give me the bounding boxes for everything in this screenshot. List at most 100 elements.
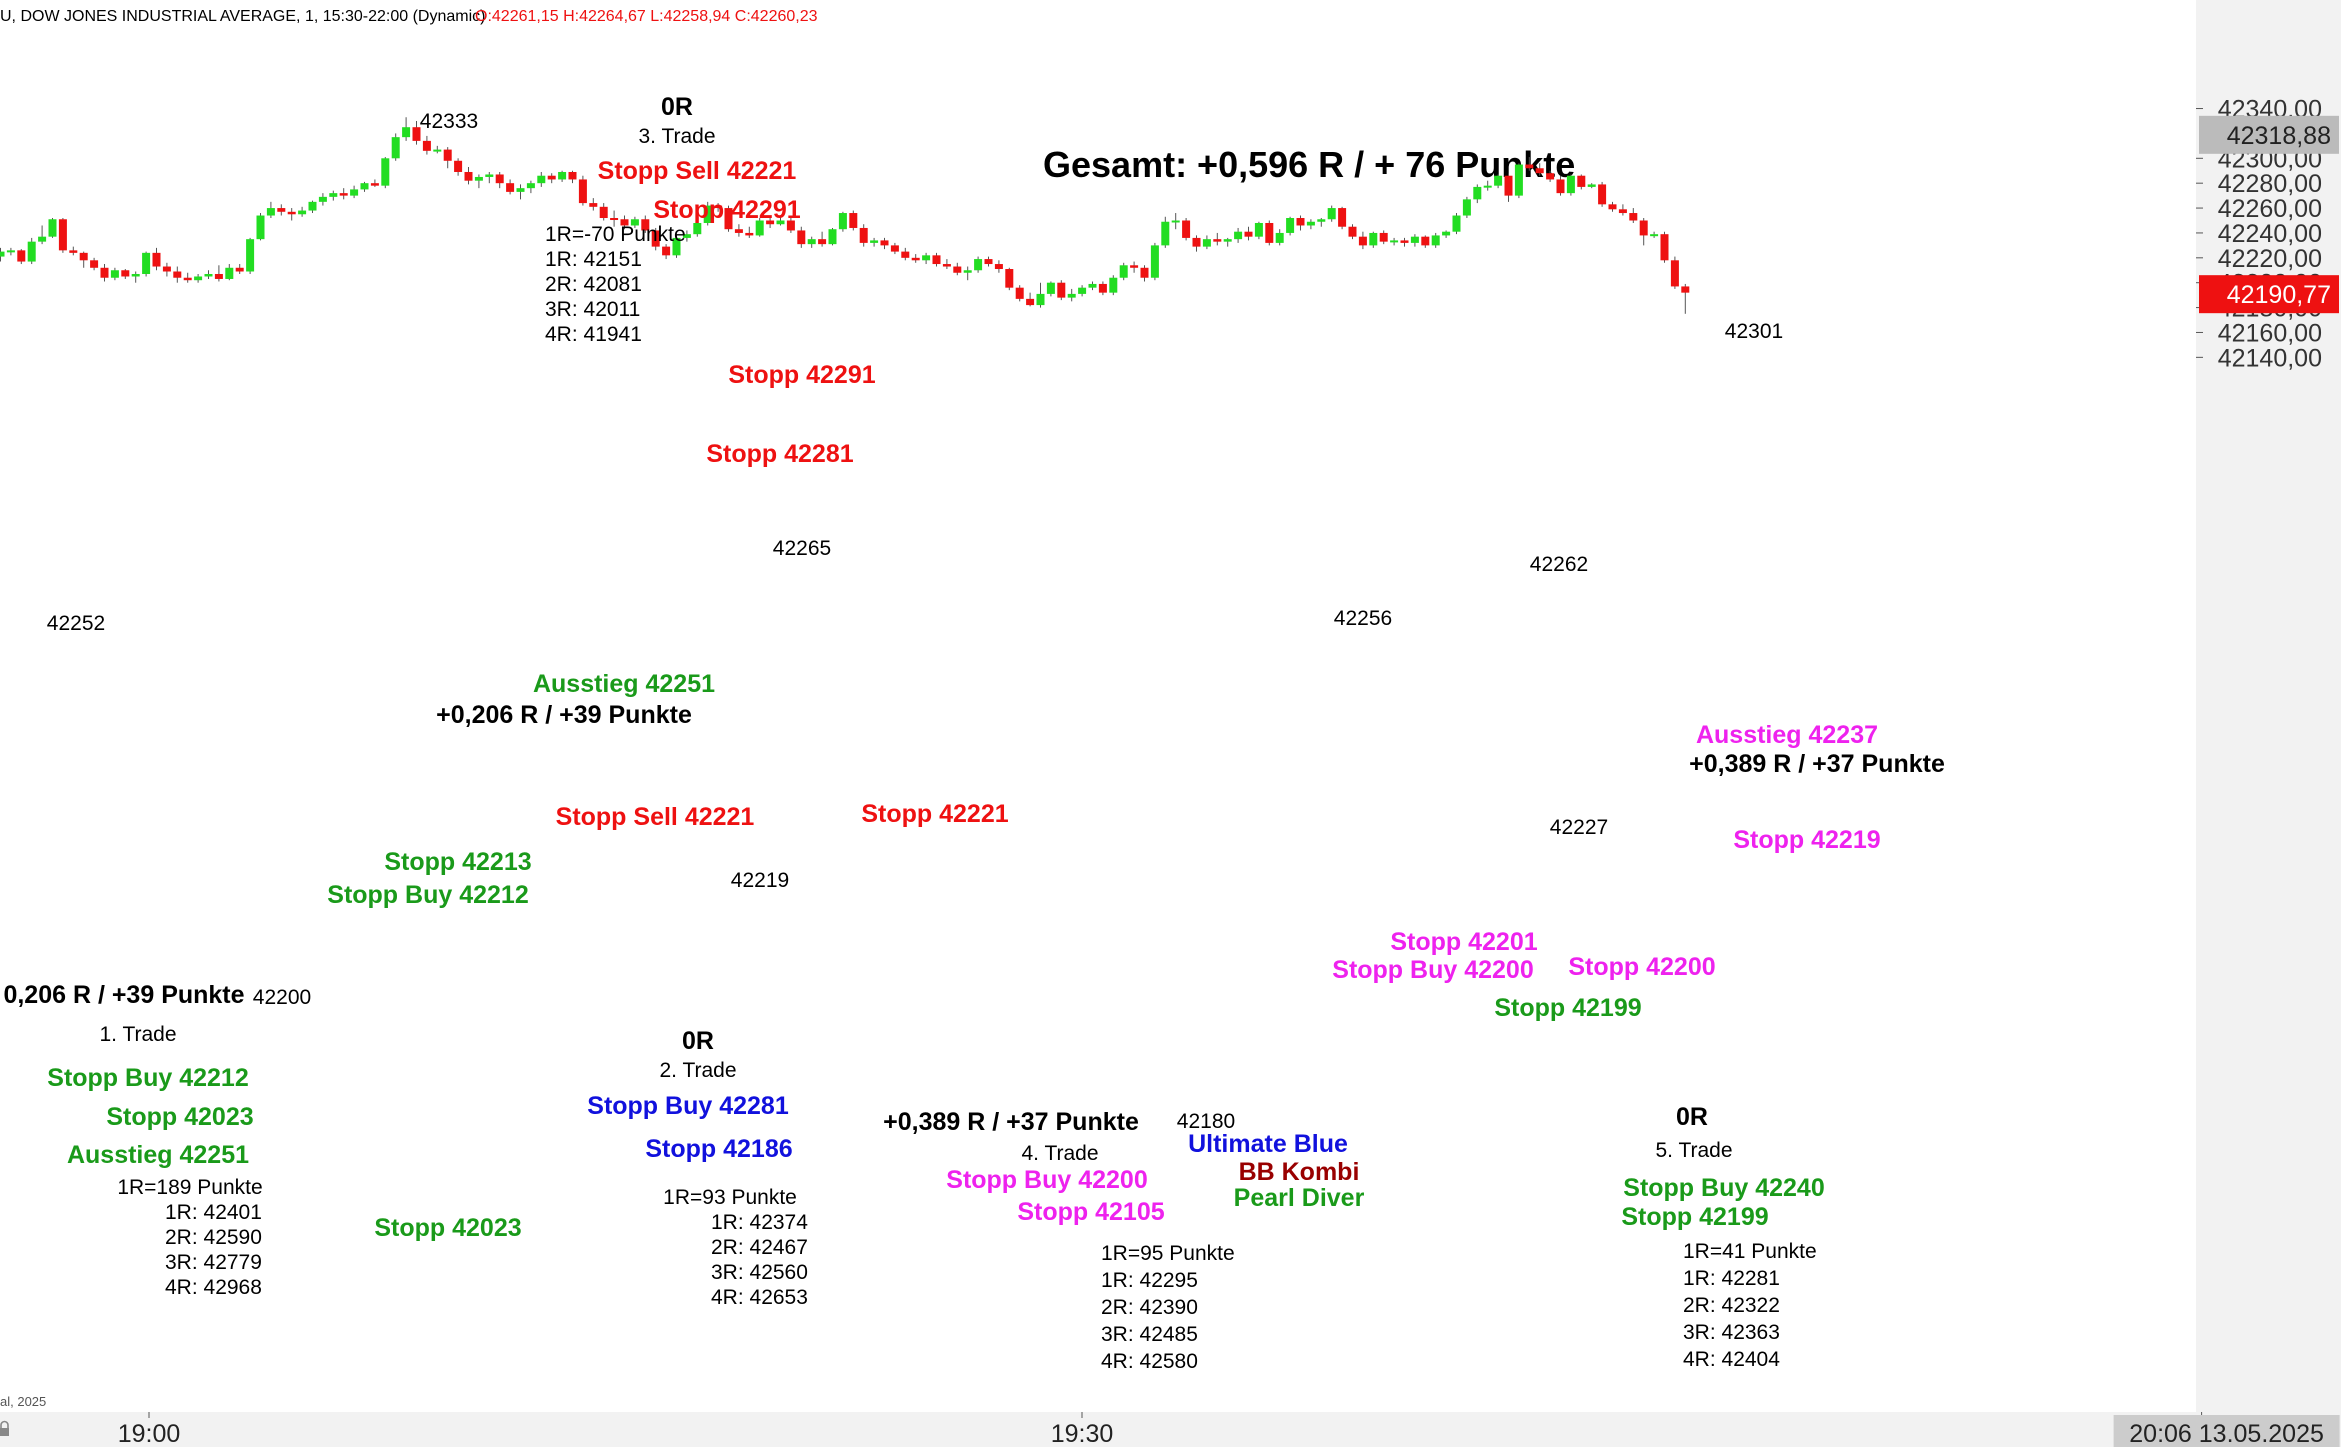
candle-up: [6, 250, 15, 253]
annotation-label: Stopp 42105: [1017, 1198, 1164, 1226]
candle-down: [1213, 239, 1222, 242]
candle-down: [911, 257, 920, 261]
annotation-label: 42180: [1177, 1110, 1235, 1133]
candle-up: [27, 241, 36, 262]
plot-background: [0, 0, 2196, 1412]
candle-down: [620, 219, 629, 226]
candle-up: [755, 220, 764, 236]
annotation-label: 42262: [1530, 553, 1588, 576]
annotation-label: 1R=41 Punkte: [1683, 1240, 1817, 1263]
candle-up: [922, 255, 931, 261]
candle-up: [1462, 199, 1471, 216]
candle-up: [38, 236, 47, 242]
candle-down: [953, 266, 962, 273]
annotation-label: 42200: [253, 986, 311, 1009]
candle-down: [589, 203, 598, 207]
annotation-label: 2R: 42081: [545, 273, 642, 296]
trade-annotations: 42252 42333 0R 3. Trade Stopp Sell 42221 Stop…: [3, 93, 1945, 1373]
annotation-label: 2R: 42322: [1683, 1294, 1780, 1317]
candle-down: [235, 267, 244, 272]
candle-down: [786, 220, 795, 231]
copyright-note: al, 2025: [0, 1394, 46, 1409]
candle-down: [1535, 168, 1544, 174]
annotation-label: 0,206 R / +39 Punkte: [3, 981, 244, 1009]
candle-down: [79, 252, 88, 261]
candle-up: [1254, 222, 1263, 237]
candle-up: [558, 171, 567, 180]
lock-icon[interactable]: [0, 1420, 9, 1437]
candle-down: [994, 264, 1003, 270]
candle-up: [1067, 293, 1076, 298]
candle-down: [464, 171, 473, 181]
candle-down: [1026, 298, 1035, 306]
candle-up: [110, 270, 119, 278]
candle-up: [1046, 282, 1055, 294]
candle-up: [1306, 221, 1315, 226]
candle-down: [100, 267, 109, 278]
annotation-label: Stopp Buy 42212: [47, 1064, 248, 1092]
candle-up: [1494, 175, 1503, 186]
annotation-label: 42256: [1334, 607, 1392, 630]
candle-down: [1608, 204, 1617, 210]
candle-down: [1421, 236, 1430, 246]
candle-down: [932, 255, 941, 265]
candle-down: [1296, 218, 1305, 226]
time-axis-panel[interactable]: [0, 1412, 2341, 1447]
annotation-label: Stopp 42199: [1621, 1203, 1768, 1231]
candle-up: [1150, 245, 1159, 278]
candle-down: [69, 250, 78, 253]
candle-down: [1338, 208, 1347, 227]
candle-down: [495, 174, 504, 184]
annotation-label: 3R: 42011: [545, 298, 640, 321]
candle-up: [194, 276, 203, 281]
x-tick-label: 19:30: [1051, 1420, 1114, 1447]
candle-down: [1525, 164, 1534, 169]
candle-down: [58, 219, 67, 251]
candle-up: [1202, 239, 1211, 247]
candle-down: [651, 230, 660, 247]
candle-down: [818, 239, 827, 245]
candle-down: [1379, 232, 1388, 242]
candle-down: [890, 245, 899, 252]
candle-down: [547, 175, 556, 180]
candle-down: [745, 232, 754, 236]
x-tick-label: 20:06 13.05.2025: [2129, 1420, 2324, 1447]
candle-down: [1618, 209, 1627, 214]
candle-up: [1514, 164, 1523, 196]
header-ohlc: O:42261,15 H:42264,67 L:42258,94 C:42260…: [475, 8, 818, 25]
candle-down: [1577, 175, 1586, 187]
annotation-label: 2. Trade: [659, 1059, 736, 1082]
annotation-label: +0,389 R / +37 Punkte: [883, 1108, 1139, 1136]
candle-down: [849, 213, 858, 228]
chart-title: Gesamt: +0,596 R / + 76 Punkte: [1043, 144, 1575, 185]
annotation-label: 1R: 42281: [1683, 1267, 1780, 1290]
annotation-label: Stopp 42199: [1494, 994, 1641, 1022]
candle-up: [485, 174, 494, 177]
candle-down: [90, 260, 99, 268]
y-tick-label: 42240,00: [2218, 220, 2322, 248]
candle-down: [339, 193, 348, 196]
annotation-label: 5. Trade: [1655, 1139, 1732, 1162]
annotation-label: Ultimate Blue: [1188, 1130, 1348, 1158]
candle-down: [183, 277, 192, 281]
candle-up: [433, 149, 442, 152]
candle-down: [1556, 179, 1565, 194]
candle-up: [1275, 232, 1284, 243]
candle-up: [131, 273, 140, 277]
candle-up: [1317, 219, 1326, 222]
candle-up: [870, 240, 879, 243]
candle-up: [225, 267, 234, 279]
candle-up: [474, 176, 483, 181]
candle-up: [1566, 175, 1575, 194]
annotation-label: Stopp Sell 42221: [556, 803, 755, 831]
candle-up: [1223, 239, 1232, 242]
annotation-label: 3R: 42485: [1101, 1323, 1198, 1346]
candle-down: [162, 266, 171, 272]
price-axis-panel[interactable]: [2196, 0, 2341, 1412]
candle-up: [838, 213, 847, 230]
candle-up: [318, 196, 327, 202]
candle-down: [152, 252, 161, 267]
candle-down: [1598, 184, 1607, 205]
candle-down: [1015, 287, 1024, 299]
